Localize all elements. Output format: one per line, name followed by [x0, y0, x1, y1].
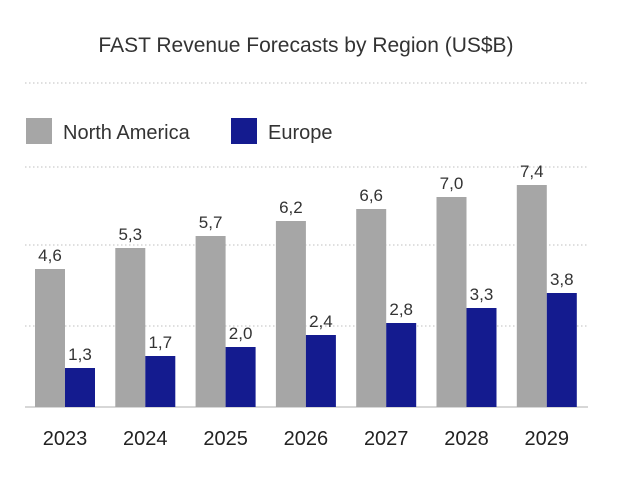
legend: North America Europe: [26, 118, 333, 144]
bars: [35, 185, 577, 407]
bar-north-america-2023: [35, 269, 65, 407]
x-tick-label-2023: 2023: [43, 428, 88, 450]
data-label-north-america-2026: 6,2: [279, 198, 303, 217]
data-label-north-america-2023: 4,6: [38, 246, 62, 265]
data-label-europe-2023: 1,3: [68, 345, 92, 364]
bar-north-america-2028: [436, 197, 467, 407]
x-tick-label-2026: 2026: [284, 428, 329, 450]
data-label-north-america-2027: 6,6: [359, 186, 383, 205]
legend-label-north-america: North America: [63, 122, 191, 144]
bar-europe-2024: [145, 356, 176, 407]
bar-north-america-2026: [275, 221, 306, 407]
x-tick-label-2027: 2027: [364, 428, 409, 450]
legend-label-europe: Europe: [268, 122, 333, 144]
bar-europe-2025: [225, 347, 256, 407]
x-tick-label-2028: 2028: [444, 428, 489, 450]
bar-europe-2023: [65, 368, 95, 407]
data-label-north-america-2025: 5,7: [199, 213, 223, 232]
data-labels: 4,6 1,3 5,3 1,7 5,7 2,0 6,2 2,4 6,6 2,8 7,0 3,3 7,4 3…: [38, 162, 573, 364]
bar-north-america-2024: [115, 248, 146, 407]
data-label-europe-2027: 2,8: [389, 300, 413, 319]
legend-swatch-europe: [231, 118, 257, 144]
data-label-europe-2028: 3,3: [470, 285, 494, 304]
bar-europe-2027: [386, 323, 417, 407]
chart-title: FAST Revenue Forecasts by Region (US$B): [98, 34, 513, 57]
data-label-europe-2024: 1,7: [148, 333, 172, 352]
bar-europe-2028: [466, 308, 497, 407]
data-label-europe-2029: 3,8: [550, 270, 574, 289]
data-label-europe-2026: 2,4: [309, 312, 333, 331]
x-tick-label-2024: 2024: [123, 428, 168, 450]
bar-north-america-2029: [516, 185, 547, 407]
x-tick-label-2029: 2029: [525, 428, 570, 450]
legend-swatch-north-america: [26, 118, 52, 144]
data-label-north-america-2024: 5,3: [118, 225, 142, 244]
data-label-europe-2025: 2,0: [229, 324, 253, 343]
bar-north-america-2025: [195, 236, 226, 407]
bar-europe-2029: [546, 293, 577, 407]
x-tick-label-2025: 2025: [203, 428, 248, 450]
bar-north-america-2027: [356, 209, 387, 407]
bar-europe-2026: [305, 335, 336, 407]
data-label-north-america-2029: 7,4: [520, 162, 544, 181]
data-label-north-america-2028: 7,0: [440, 174, 464, 193]
x-axis-ticks: 2023 2024 2025 2026 2027 2028 2029: [43, 428, 569, 450]
